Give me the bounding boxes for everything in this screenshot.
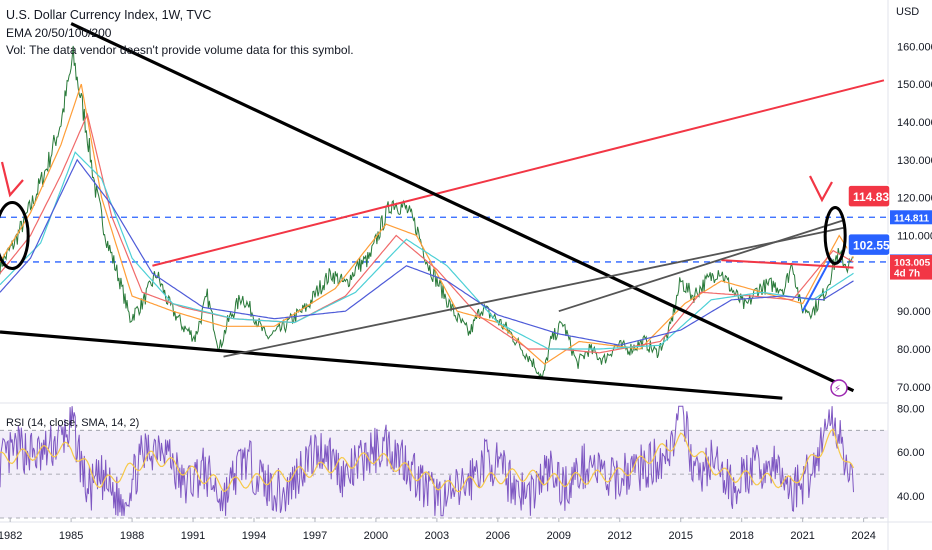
ema200-line [0,158,854,346]
year-label: 2024 [851,530,875,542]
year-label: 2000 [364,530,388,542]
trendline [721,259,854,269]
price-tick-label: 120.000 [897,193,932,205]
price-tag [890,254,932,269]
circle-annotation [823,205,847,265]
rsi-tick-label: 40.00 [897,491,925,503]
price-tag [890,265,932,280]
drawing-tag [847,232,891,257]
trendline [0,330,783,400]
trendline [223,227,844,358]
rsi-tick-label: 60.00 [897,447,925,459]
rsi-tick-label: 80.00 [897,403,925,415]
ema100-line [0,151,854,350]
year-label: 1988 [120,530,144,542]
red-arrow-annotation [809,175,833,203]
year-label: 1991 [181,530,205,542]
rsi-line [0,405,854,517]
year-label: 2015 [668,530,692,542]
price-tick-label: 160.000 [897,41,932,53]
year-label: 2003 [425,530,449,542]
price-tick-label: 70.000 [897,382,931,394]
lightning-icon: ⚡ [834,384,841,395]
year-label: 2009 [547,530,571,542]
volume-note: Vol: The data vendor doesn't provide vol… [6,43,354,57]
price-tag-label: 114.811 [894,213,929,224]
trendline [70,22,855,393]
price-tag-label: 4d 7h [894,269,920,280]
ema50-line [0,112,854,354]
trendline [152,79,885,267]
currency-label: USD [896,6,919,18]
drawing-tag [847,184,891,208]
price-tick-label: 150.000 [897,79,932,91]
year-label: 2021 [790,530,814,542]
year-label: 1994 [242,530,266,542]
drawing-tag-label: 102.55 [853,239,890,253]
rsi-ma-line [0,428,855,493]
chart-title: U.S. Dollar Currency Index, 1W, TVC [6,8,212,22]
year-label: 1982 [0,530,22,542]
rsi-title: RSI (14, close, SMA, 14, 2) [6,417,139,429]
year-label: 1985 [59,530,83,542]
drawing-tag-label: 114.83 [853,190,889,204]
red-arrow-annotation [0,161,24,198]
trendline [558,219,844,313]
price-tick-label: 110.000 [897,230,932,242]
price-tag [890,210,932,225]
indicator-legend: EMA 20/50/100/200 [6,26,112,40]
price-tick-label: 140.000 [897,117,932,129]
price-tag-label: 103.005 [894,258,931,269]
price-tick-label: 130.000 [897,155,932,167]
trendline [801,257,832,312]
year-label: 1997 [303,530,327,542]
price-series-line [0,45,854,378]
price-tick-label: 80.000 [897,344,931,356]
year-label: 2018 [729,530,753,542]
year-label: 2012 [608,530,632,542]
lightning-icon [830,379,848,397]
circle-annotation [0,201,30,270]
year-label: 2006 [486,530,510,542]
price-tick-label: 90.000 [897,306,931,318]
ema20-line [0,83,855,365]
